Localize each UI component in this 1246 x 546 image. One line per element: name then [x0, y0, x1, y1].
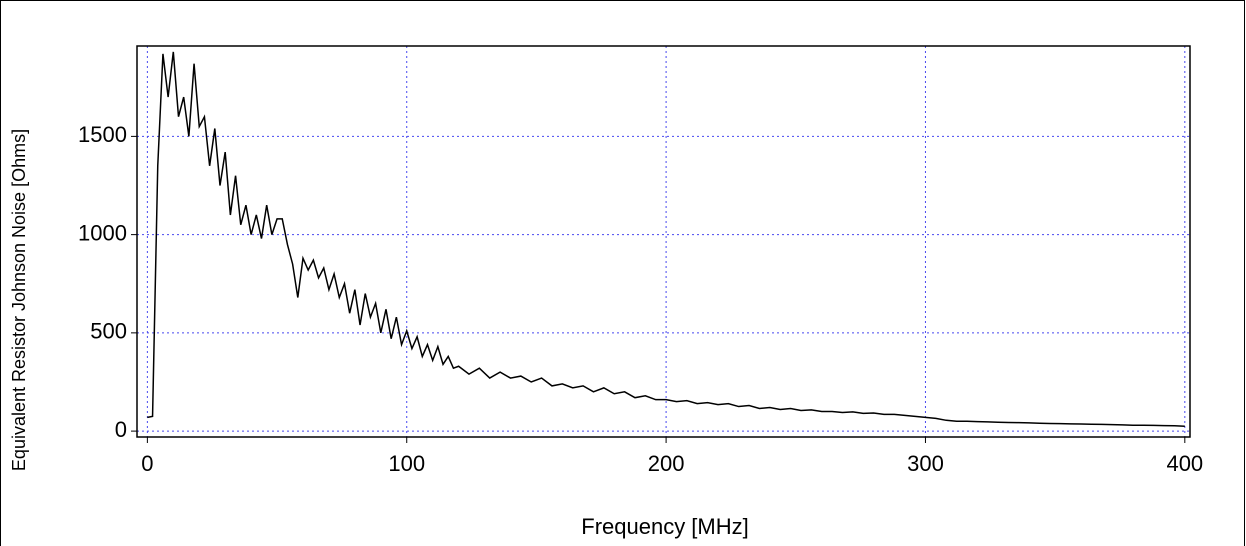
y-tick-label: 0 [115, 417, 127, 442]
y-tick-label: 1000 [78, 220, 127, 245]
y-tick-label: 500 [90, 319, 127, 344]
x-tick-label: 400 [1166, 451, 1203, 476]
data-line [147, 51, 1185, 427]
y-tick-label: 1500 [78, 122, 127, 147]
plot-frame [136, 45, 1191, 438]
x-tick-label: 200 [648, 451, 685, 476]
x-tick-label: 0 [141, 451, 153, 476]
plot-area [137, 46, 1190, 437]
x-tick-label: 300 [907, 451, 944, 476]
x-axis-label: Frequency [MHz] [581, 514, 749, 539]
x-tick-label: 100 [388, 451, 425, 476]
y-axis-label: Equivalent Resistor Johnson Noise [Ohms] [9, 129, 29, 471]
